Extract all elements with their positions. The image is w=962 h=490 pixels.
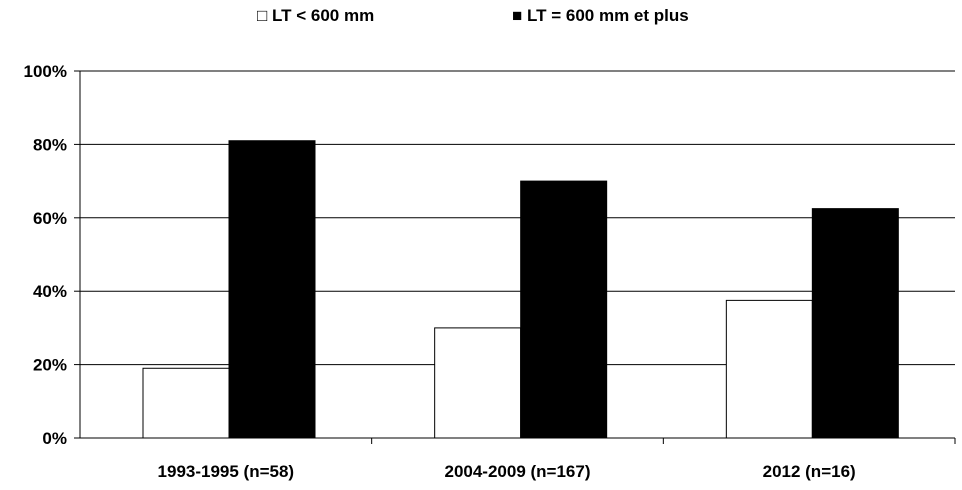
x-tick-label: 1993-1995 (n=58) (158, 462, 295, 481)
y-tick-label: 100% (24, 62, 67, 81)
y-tick-label: 80% (33, 135, 67, 154)
x-tick-label: 2012 (n=16) (763, 462, 856, 481)
legend-entry: ■ LT = 600 mm et plus (512, 6, 689, 25)
y-tick-label: 40% (33, 282, 67, 301)
bar-lt-600-plus (228, 140, 316, 439)
x-axis-ticks: 1993-1995 (n=58) 2004-2009 (n=167) 2012 (n… (158, 438, 956, 481)
y-tick-label: 20% (33, 356, 67, 375)
legend-entry: □ LT < 600 mm (257, 6, 374, 25)
bars (142, 140, 899, 439)
y-tick-label: 60% (33, 209, 67, 228)
y-axis-ticks: 0% 20% 40% 60% 80% 100% (24, 62, 80, 448)
x-tick-label: 2004-2009 (n=167) (444, 462, 590, 481)
axes (79, 71, 955, 439)
bar-lt-under-600 (434, 327, 522, 439)
legend: □ LT < 600 mm ■ LT = 600 mm et plus (257, 6, 689, 25)
bar-lt-600-plus (520, 180, 608, 439)
bar-lt-under-600 (142, 367, 230, 439)
y-tick-label: 0% (42, 429, 67, 448)
bar-lt-600-plus (811, 208, 899, 439)
bar-lt-under-600 (725, 299, 813, 439)
